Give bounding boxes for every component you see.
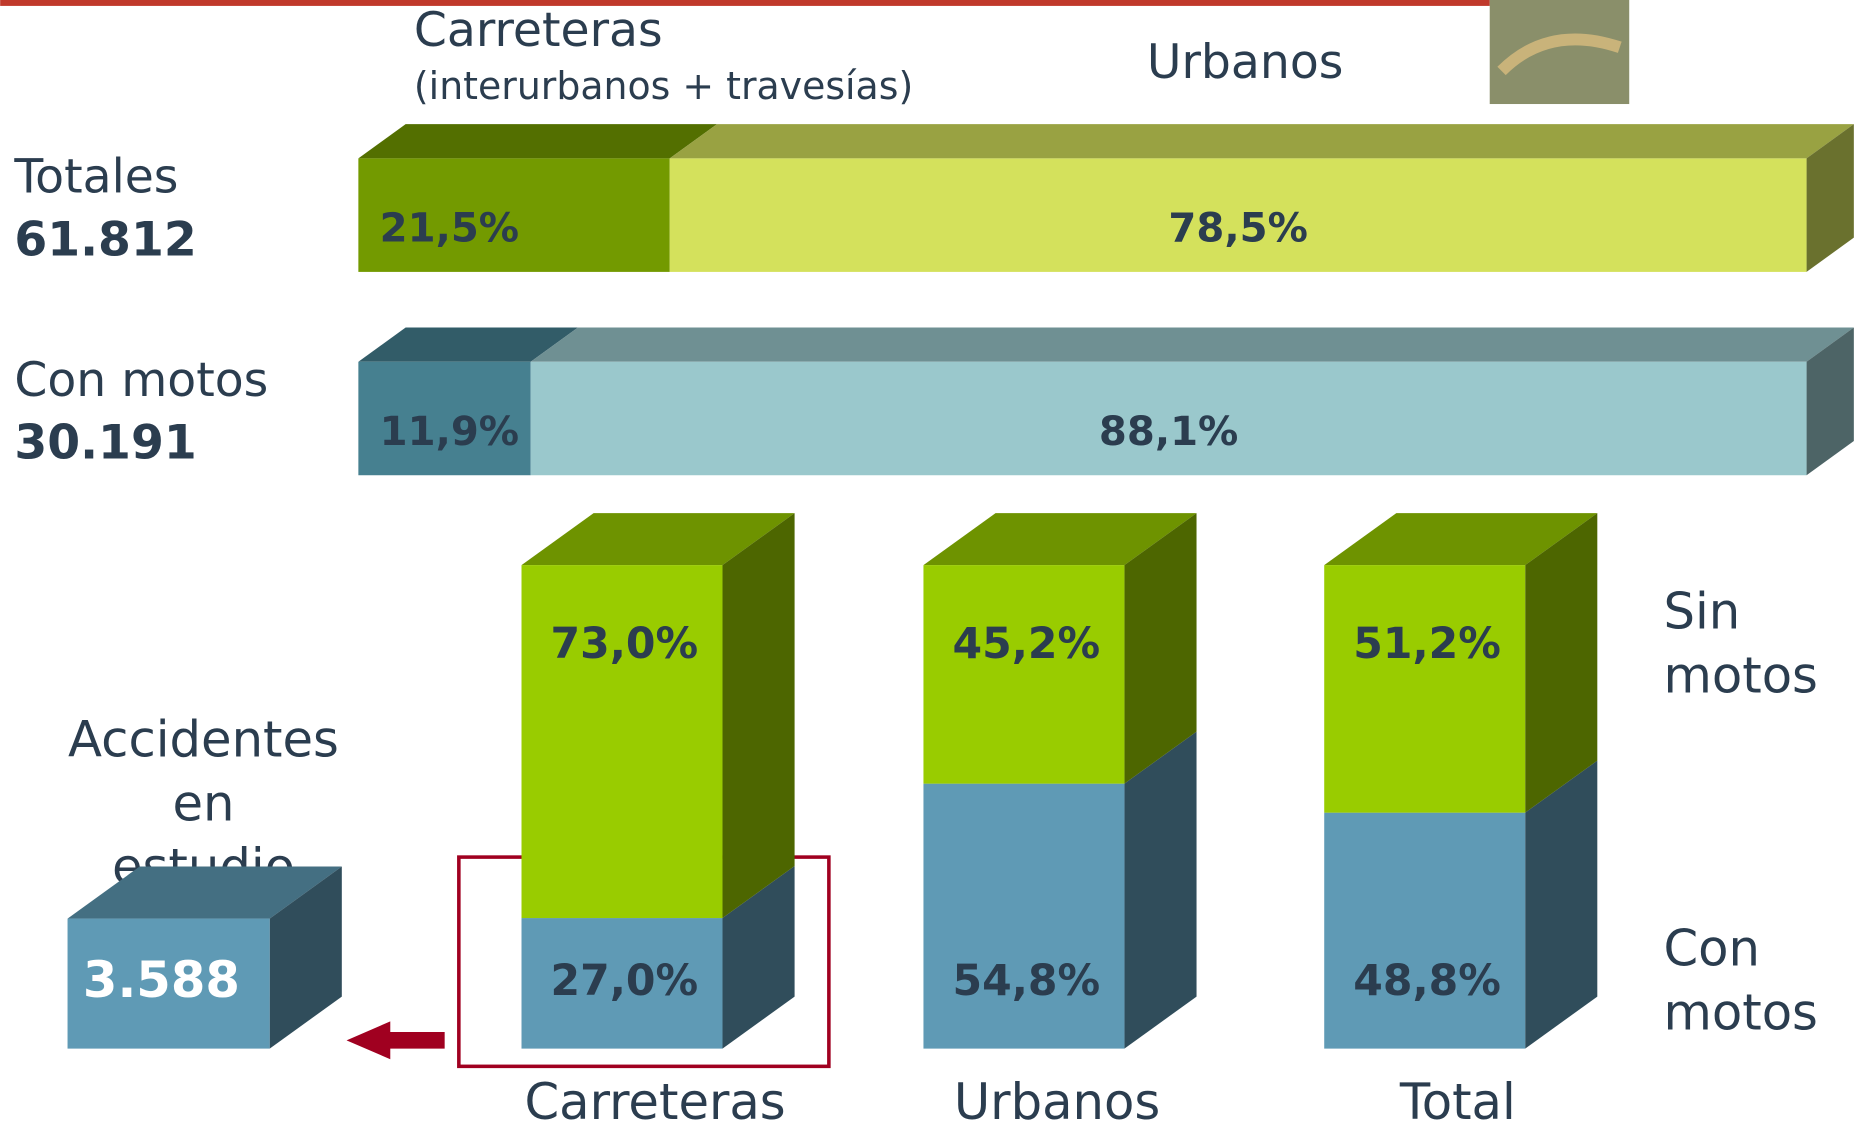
row-total: 61.812 [14, 212, 196, 267]
photo [1490, 0, 1629, 104]
value-label: 21,5% [380, 206, 519, 252]
row-total: 30.191 [14, 416, 196, 471]
series-note: (interurbanos + travesías) [414, 64, 913, 108]
series-header: Carreteras [414, 3, 663, 58]
x-tick-label: Urbanos [954, 1073, 1160, 1129]
bar-segment-top [531, 327, 1854, 361]
series-header: Urbanos [1147, 35, 1344, 90]
bar-segment [923, 784, 1124, 1049]
bar-segment-top [358, 124, 717, 158]
x-tick-label: Total [1399, 1073, 1516, 1129]
bar-segment [522, 565, 723, 918]
bar-segment-top [670, 124, 1854, 158]
bar-segment-side [1525, 513, 1597, 813]
value-label: 45,2% [952, 620, 1100, 669]
bar-segment [1324, 565, 1525, 813]
value-label: 27,0% [551, 957, 699, 1006]
row-label: Totales [13, 150, 178, 205]
value-label: 73,0% [551, 620, 699, 669]
bar-segment-side [722, 513, 794, 918]
top-border [0, 0, 1490, 6]
value-label: 51,2% [1353, 620, 1501, 669]
bar-segment [923, 565, 1124, 784]
row-label: Con motos [14, 353, 268, 408]
callout-value: 3.588 [83, 951, 240, 1009]
arrow [347, 1021, 445, 1059]
bar-segment [1324, 813, 1525, 1049]
value-label: 48,8% [1353, 957, 1501, 1006]
chart: Carreteras (interurbanos + travesías) Urba… [0, 0, 1854, 1129]
page: {"chart_data": [ {"type": "hbar", "categ… [0, 0, 1854, 1129]
value-label: 88,1% [1099, 409, 1238, 455]
value-label: 78,5% [1168, 206, 1307, 252]
value-label: 11,9% [380, 409, 519, 455]
value-label: 54,8% [952, 957, 1100, 1006]
bar-segment-side [1124, 732, 1196, 1049]
x-tick-label: Carreteras [525, 1073, 786, 1129]
